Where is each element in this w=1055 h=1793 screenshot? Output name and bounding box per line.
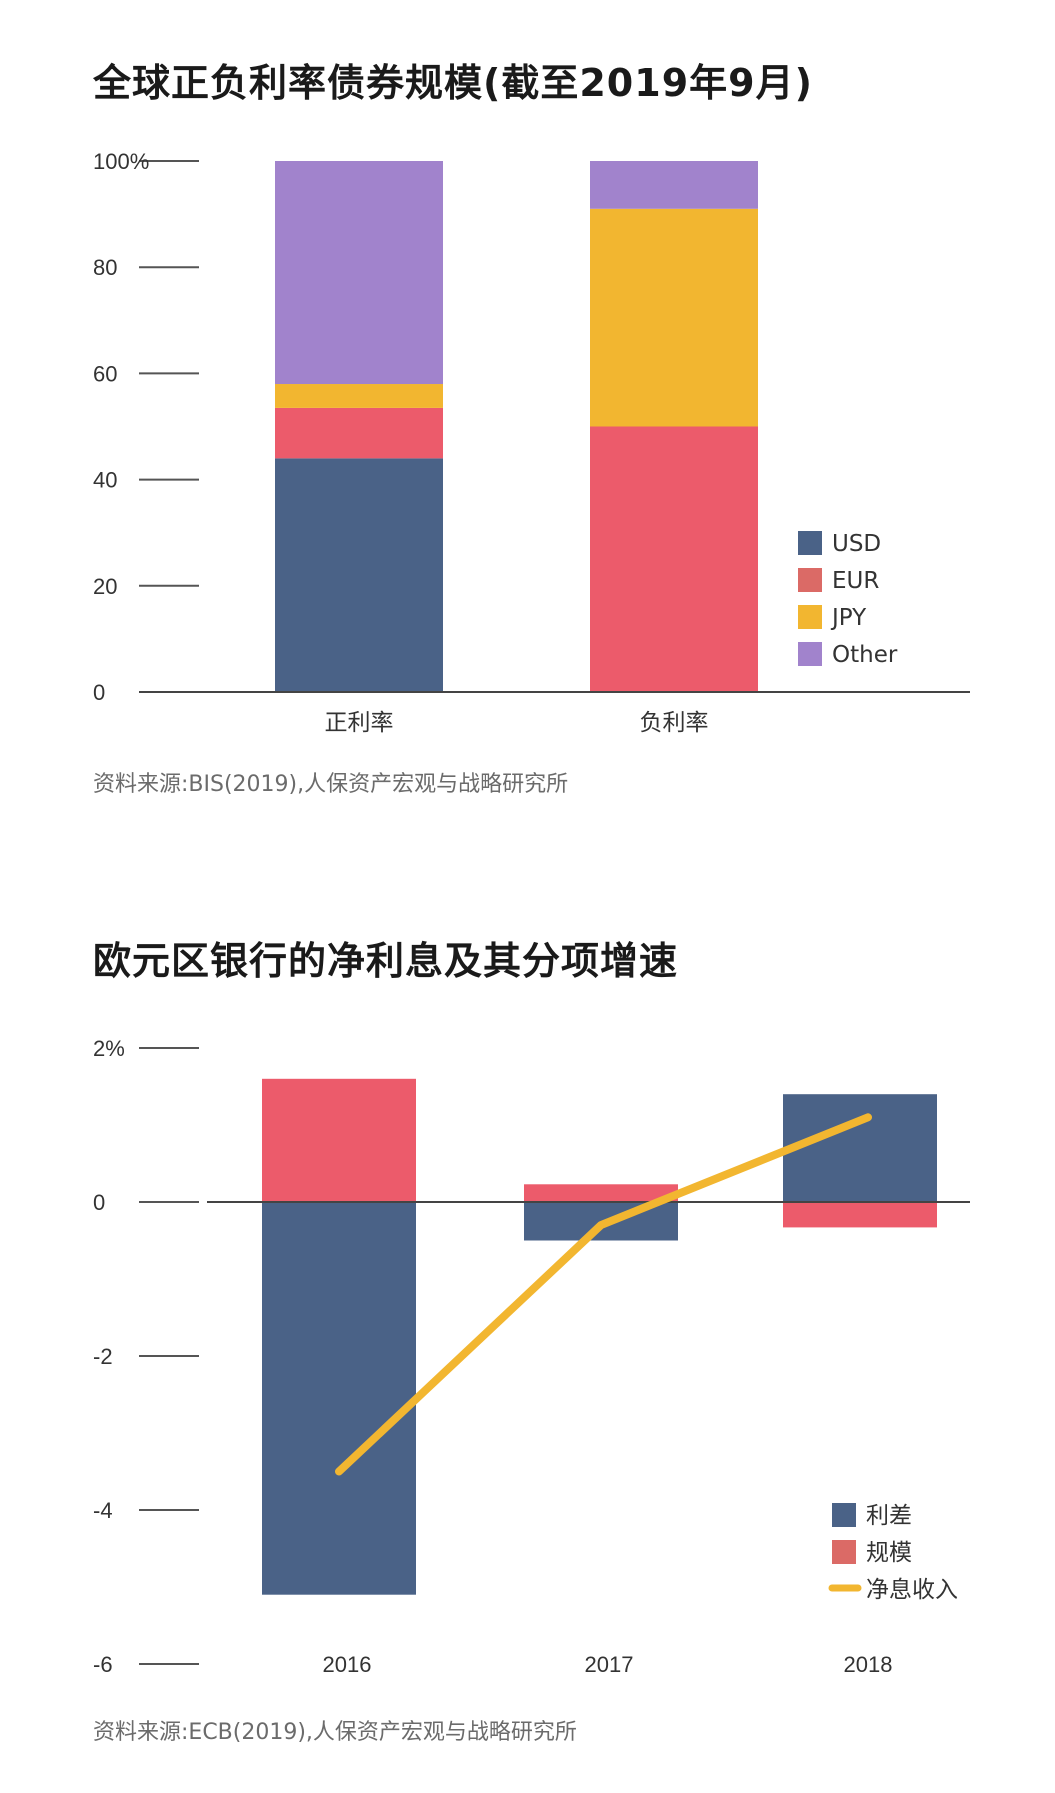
bar-volume-2 bbox=[783, 1202, 937, 1228]
legend-swatch bbox=[798, 568, 822, 592]
chart-1-plot: 100% 80 60 40 20 0 正利率 负利率 USD EUR JPY Other bbox=[93, 149, 970, 736]
y-tick-label: 0 bbox=[93, 1190, 105, 1215]
legend-label: EUR bbox=[832, 568, 879, 594]
y-tick-label: 60 bbox=[93, 361, 117, 386]
bar-spread-2 bbox=[783, 1094, 937, 1202]
bar-usd-0 bbox=[275, 458, 443, 692]
legend-label: USD bbox=[832, 531, 881, 557]
y-tick-label: -6 bbox=[93, 1652, 113, 1677]
legend-swatch bbox=[798, 642, 822, 666]
y-tick-label: 20 bbox=[93, 574, 117, 599]
x-category-label: 负利率 bbox=[640, 710, 709, 736]
legend-swatch bbox=[798, 605, 822, 629]
chart-1-title: 全球正负利率债券规模(截至2019年9月) bbox=[93, 61, 813, 105]
y-tick-label: 100% bbox=[93, 149, 149, 174]
bar-other-1 bbox=[590, 161, 758, 209]
y-tick-label: 40 bbox=[93, 468, 117, 493]
y-tick-label: 80 bbox=[93, 255, 117, 280]
chart-2-title: 欧元区银行的净利息及其分项增速 bbox=[93, 939, 679, 983]
bar-jpy-0 bbox=[275, 384, 443, 408]
legend-label: 净息收入 bbox=[866, 1577, 958, 1603]
bar-eur-1 bbox=[590, 426, 758, 692]
y-tick-label: -4 bbox=[93, 1498, 113, 1523]
legend-label: Other bbox=[832, 642, 898, 668]
y-tick-label: 2% bbox=[93, 1036, 125, 1061]
legend-swatch bbox=[798, 531, 822, 555]
legend-label: JPY bbox=[830, 605, 867, 631]
bar-spread-0 bbox=[262, 1202, 416, 1595]
x-category-label: 正利率 bbox=[325, 710, 394, 736]
x-category-label: 2018 bbox=[844, 1652, 893, 1677]
x-category-label: 2017 bbox=[585, 1652, 634, 1677]
bar-eur-0 bbox=[275, 407, 443, 459]
bar-volume-1 bbox=[524, 1184, 678, 1202]
bar-volume-0 bbox=[262, 1078, 416, 1202]
chart-2-source: 资料来源:ECB(2019),人保资产宏观与战略研究所 bbox=[93, 1720, 577, 1745]
legend-swatch bbox=[832, 1503, 856, 1527]
legend-label: 利差 bbox=[866, 1503, 912, 1529]
chart-1-source: 资料来源:BIS(2019),人保资产宏观与战略研究所 bbox=[93, 772, 569, 797]
y-tick-label: -2 bbox=[93, 1344, 113, 1369]
line-point bbox=[338, 1471, 340, 1472]
bar-jpy-1 bbox=[590, 208, 758, 427]
y-tick-label: 0 bbox=[93, 680, 105, 705]
x-category-label: 2016 bbox=[323, 1652, 372, 1677]
bar-other-0 bbox=[275, 161, 443, 385]
legend-label: 规模 bbox=[866, 1540, 912, 1566]
legend-swatch bbox=[832, 1540, 856, 1564]
line-point bbox=[600, 1224, 602, 1226]
line-point bbox=[867, 1116, 869, 1118]
